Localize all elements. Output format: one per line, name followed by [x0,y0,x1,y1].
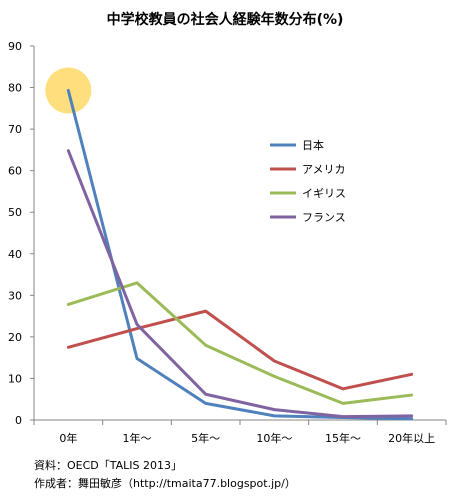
chart-title: 中学校教員の社会人経験年数分布(%) [107,11,344,28]
series-layer [66,88,414,421]
x-tick-label: 15年〜 [325,431,361,445]
y-tick-label: 30 [8,289,22,302]
x-tick-label: 1年〜 [123,431,152,445]
axes: 0 10 20 30 40 50 60 70 80 90 0年 1年〜 5年〜 10年〜 15年〜 20年以上 [8,40,447,445]
source-note: 資料：OECD「TALIS 2013」 [34,458,182,472]
legend-label: フランス [302,211,346,224]
y-tick-label: 90 [8,40,22,53]
y-tick-label: 10 [8,372,22,385]
series-line [66,149,414,419]
legend-label: イギリス [302,187,346,200]
y-tick-label: 80 [8,82,22,95]
series-line [66,88,414,421]
x-tick-label: 0年 [59,431,77,445]
author-note: 作成者：舞田敏彦（http://tmaita77.blogspot.jp/） [34,476,296,490]
series-line [66,309,414,391]
y-tick-label: 50 [8,206,22,219]
x-tick-label: 5年〜 [191,431,220,445]
series-line [66,281,414,405]
y-tick-label: 60 [8,165,22,178]
x-tick-label: 20年以上 [388,431,435,445]
legend-label: 日本 [302,138,324,152]
legend-label: アメリカ [302,163,345,176]
x-tick-label: 10年〜 [256,431,292,445]
y-tick-label: 70 [8,123,22,136]
y-tick-label: 0 [15,414,22,427]
y-tick-label: 40 [8,248,22,261]
y-tick-label: 20 [8,331,22,344]
